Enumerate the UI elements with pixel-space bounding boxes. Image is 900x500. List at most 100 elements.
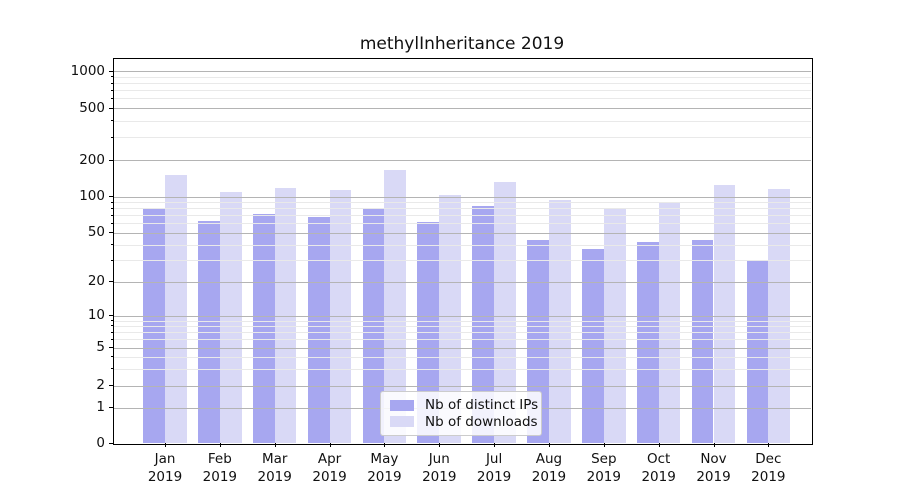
x-tick-label-feb: Feb 2019	[202, 451, 238, 485]
y-minor-tick-700	[110, 89, 113, 91]
y-minor-tick-7	[110, 331, 113, 333]
y-minor-tick-6	[110, 338, 113, 340]
minor-gridline-700	[113, 90, 811, 92]
y-tick-50	[108, 232, 113, 234]
bar-distinct-ips-sep	[582, 248, 604, 444]
major-gridline-200	[113, 160, 811, 161]
y-minor-tick-800	[110, 82, 113, 84]
y-tick-100	[108, 196, 113, 197]
y-tick-label-10: 10	[87, 307, 105, 324]
y-minor-tick-60	[110, 222, 113, 224]
y-minor-tick-40	[110, 244, 113, 246]
bar-downloads-jul	[494, 181, 516, 444]
bar-downloads-may	[384, 170, 407, 444]
y-tick-500	[108, 107, 113, 109]
y-tick-2	[108, 385, 113, 386]
y-tick-5	[108, 347, 113, 348]
y-minor-tick-30	[110, 259, 113, 261]
y-tick-label-50: 50	[87, 224, 105, 241]
x-tick-label-oct: Oct 2019	[641, 451, 676, 485]
x-tick-label-sep: Sep 2019	[586, 451, 621, 485]
major-gridline-500	[113, 108, 811, 110]
legend-label-distinct-ips: Nb of distinct IPs	[425, 397, 539, 414]
x-tick-label-dec: Dec 2019	[751, 451, 786, 485]
x-tick-dec	[768, 443, 770, 448]
legend-item-downloads: Nb of downloads	[390, 414, 538, 431]
bar-downloads-feb	[219, 191, 242, 444]
y-minor-tick-9	[110, 320, 113, 322]
y-minor-tick-90	[110, 201, 113, 203]
y-minor-tick-900	[110, 76, 113, 78]
bar-downloads-mar	[274, 187, 297, 444]
y-tick-label-200: 200	[79, 151, 105, 168]
bar-downloads-nov	[713, 185, 736, 444]
legend-swatch-distinct-ips	[390, 399, 414, 411]
bar-downloads-oct	[658, 202, 681, 444]
bar-distinct-ips-apr	[307, 216, 330, 444]
bar-downloads-jun	[439, 194, 462, 444]
x-tick-label-jul: Jul 2019	[476, 451, 512, 485]
x-tick-label-jan: Jan 2019	[147, 451, 183, 485]
y-tick-10	[108, 315, 113, 317]
x-tick-jul	[494, 443, 496, 448]
y-tick-label-100: 100	[79, 188, 105, 204]
bar-distinct-ips-oct	[636, 242, 659, 444]
minor-gridline-300	[113, 137, 811, 139]
y-minor-tick-3	[110, 368, 113, 370]
bar-downloads-dec	[768, 188, 791, 444]
legend-swatch-downloads	[390, 416, 414, 428]
x-tick-nov	[713, 443, 715, 448]
y-tick-0	[108, 442, 113, 444]
bar-downloads-apr	[329, 189, 352, 444]
x-tick-apr	[329, 443, 331, 448]
minor-gridline-600	[113, 98, 811, 100]
minor-gridline-400	[113, 120, 811, 122]
y-minor-tick-400	[110, 120, 113, 122]
x-tick-label-may: May 2019	[367, 451, 402, 485]
y-tick-200	[108, 159, 113, 161]
x-tick-may	[384, 443, 386, 448]
y-tick-20	[108, 281, 113, 283]
y-tick-label-2: 2	[96, 377, 105, 393]
minor-gridline-800	[113, 83, 811, 84]
y-tick-1000	[108, 70, 113, 72]
bar-distinct-ips-mar	[252, 213, 275, 444]
major-gridline-1000	[113, 71, 811, 72]
x-tick-label-mar: Mar 2019	[257, 451, 292, 485]
y-tick-label-1000: 1000	[70, 62, 105, 79]
bar-distinct-ips-dec	[746, 260, 769, 444]
legend: Nb of distinct IPs Nb of downloads	[380, 391, 542, 436]
y-tick-1	[108, 407, 113, 408]
y-tick-label-20: 20	[87, 273, 105, 290]
y-minor-tick-80	[110, 207, 113, 209]
x-tick-label-apr: Apr 2019	[312, 451, 347, 485]
bar-distinct-ips-nov	[691, 239, 714, 444]
x-tick-label-jun: Jun 2019	[422, 451, 457, 485]
bar-downloads-aug	[548, 200, 571, 444]
bar-downloads-jan	[165, 175, 187, 444]
y-minor-tick-4	[110, 356, 113, 358]
x-tick-label-aug: Aug 2019	[531, 451, 567, 485]
y-tick-label-1: 1	[96, 399, 105, 415]
x-tick-oct	[658, 443, 660, 448]
bar-distinct-ips-feb	[198, 221, 220, 444]
minor-gridline-90	[113, 202, 811, 203]
minor-gridline-80	[113, 208, 811, 210]
y-minor-tick-300	[110, 136, 113, 138]
y-minor-tick-70	[110, 214, 113, 216]
x-tick-aug	[548, 443, 550, 448]
legend-item-distinct-ips: Nb of distinct IPs	[390, 397, 538, 414]
x-tick-label-nov: Nov 2019	[696, 451, 731, 485]
chart-title: methylInheritance 2019	[359, 34, 565, 54]
x-tick-sep	[603, 443, 605, 448]
y-tick-label-5: 5	[96, 339, 105, 355]
major-gridline-100	[113, 196, 811, 198]
legend-label-downloads: Nb of downloads	[425, 413, 538, 430]
bar-distinct-ips-jan	[143, 209, 165, 444]
minor-gridline-900	[113, 76, 811, 78]
y-minor-tick-600	[110, 97, 113, 99]
y-minor-tick-8	[110, 325, 113, 327]
x-tick-feb	[219, 443, 221, 448]
x-tick-jan	[165, 443, 166, 448]
